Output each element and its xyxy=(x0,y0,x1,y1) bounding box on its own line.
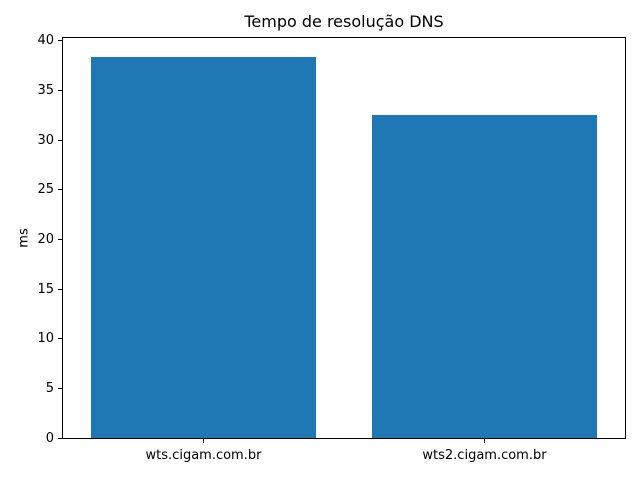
y-tick-mark xyxy=(58,288,62,290)
bar-wts.cigam.com.br xyxy=(91,56,316,438)
y-tick-label: 0 xyxy=(45,430,54,446)
y-tick-label: 20 xyxy=(37,231,54,247)
y-tick-mark xyxy=(58,139,62,141)
y-tick-label: 5 xyxy=(45,380,54,396)
x-tick-mark xyxy=(484,439,485,443)
x-tick-label: wts2.cigam.com.br xyxy=(422,448,547,463)
x-tick-label: wts.cigam.com.br xyxy=(145,448,262,463)
y-tick-label: 15 xyxy=(37,281,54,297)
y-tick-mark xyxy=(58,40,62,42)
y-tick-mark xyxy=(58,189,62,191)
y-tick-mark xyxy=(58,90,62,92)
bar-wts2.cigam.com.br xyxy=(372,115,597,438)
y-tick-label: 25 xyxy=(37,182,54,198)
y-tick-mark xyxy=(58,238,62,240)
y-tick-mark xyxy=(58,387,62,389)
y-tick-mark xyxy=(58,437,62,439)
plot-area xyxy=(62,37,626,439)
y-tick-label: 40 xyxy=(37,33,54,49)
y-tick-label: 35 xyxy=(37,83,54,99)
chart-title: Tempo de resolução DNS xyxy=(244,12,444,31)
y-tick-label: 10 xyxy=(37,331,54,347)
y-tick-label: 30 xyxy=(37,132,54,148)
y-tick-mark xyxy=(58,338,62,340)
x-tick-mark xyxy=(203,439,204,443)
